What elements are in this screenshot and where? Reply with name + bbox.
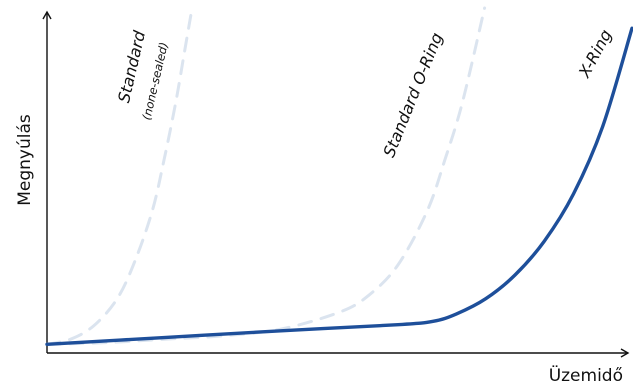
series-label-standard-o-ring: Standard O-Ring bbox=[379, 30, 446, 160]
axes bbox=[42, 10, 630, 358]
y-axis-arrow bbox=[42, 10, 52, 20]
series-label-standard: Standard bbox=[114, 28, 149, 104]
y-axis-label: Megnyúlás bbox=[15, 114, 35, 206]
series-layer bbox=[45, 6, 633, 347]
series-line-x-ring bbox=[45, 26, 633, 347]
x-axis-arrow bbox=[620, 348, 630, 358]
series-label-x-ring: X-Ring bbox=[574, 26, 615, 81]
series-line-standard bbox=[45, 6, 194, 346]
x-axis-label: Üzemidő bbox=[549, 364, 623, 386]
